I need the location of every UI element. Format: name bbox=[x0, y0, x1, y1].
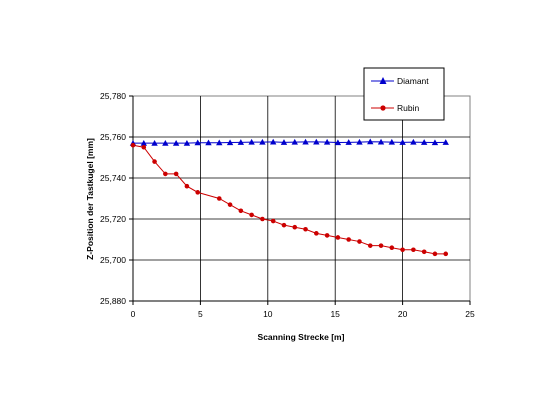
x-tick-label: 15 bbox=[330, 309, 340, 319]
data-point-rubin bbox=[184, 183, 190, 189]
data-point-rubin bbox=[346, 237, 351, 242]
legend-box bbox=[363, 67, 445, 121]
data-point-rubin bbox=[389, 245, 395, 250]
x-axis-title: Scanning Strecke [m] bbox=[258, 332, 345, 342]
data-point-diamant bbox=[431, 139, 439, 146]
data-point-rubin bbox=[152, 159, 157, 164]
data-point-rubin bbox=[367, 243, 373, 248]
data-point-rubin bbox=[443, 251, 449, 257]
y-tick-label: 25,720 bbox=[100, 214, 126, 224]
series-group bbox=[129, 138, 449, 257]
data-point-rubin bbox=[378, 243, 384, 248]
plot-area bbox=[132, 95, 471, 302]
legend-marker-triangle-icon bbox=[379, 77, 387, 84]
data-point-diamant bbox=[280, 139, 288, 145]
data-point-diamant bbox=[399, 139, 406, 145]
data-point-diamant bbox=[302, 138, 309, 145]
y-tick-label: 25,700 bbox=[100, 255, 126, 265]
data-point-rubin bbox=[335, 235, 341, 240]
data-point-diamant bbox=[140, 139, 147, 146]
data-point-rubin bbox=[270, 218, 276, 224]
data-point-rubin bbox=[163, 171, 168, 177]
data-point-diamant bbox=[420, 139, 428, 145]
data-point-rubin bbox=[130, 142, 136, 148]
y-tick-label: 25,780 bbox=[100, 91, 126, 101]
data-point-rubin bbox=[227, 202, 233, 207]
data-point-diamant bbox=[151, 139, 158, 146]
x-tick-label: 20 bbox=[398, 309, 408, 319]
data-point-rubin bbox=[216, 196, 222, 201]
data-point-rubin bbox=[324, 233, 330, 238]
legend-marker-circle-icon bbox=[380, 105, 386, 111]
data-point-diamant bbox=[172, 139, 180, 146]
data-point-rubin bbox=[141, 144, 147, 150]
legend-label-rubin: Rubin bbox=[397, 103, 419, 113]
y-axis-title: Z-Position der Tastkugel [mm] bbox=[85, 138, 95, 260]
y-tick-label: 25,880 bbox=[100, 296, 126, 306]
gridlines bbox=[132, 96, 470, 302]
x-tick-label: 10 bbox=[263, 309, 273, 319]
data-point-diamant bbox=[410, 138, 417, 145]
data-point-diamant bbox=[205, 139, 212, 146]
data-point-rubin bbox=[238, 208, 244, 214]
x-tick-label: 0 bbox=[131, 309, 136, 319]
data-point-rubin bbox=[400, 247, 405, 253]
y-axis: 25,880 25,700 25,720 25,740 25,760 25,780 bbox=[100, 91, 133, 306]
data-point-diamant bbox=[248, 138, 255, 145]
data-point-rubin bbox=[195, 190, 201, 195]
data-point-diamant bbox=[367, 138, 374, 145]
data-point-diamant bbox=[183, 139, 191, 146]
data-point-rubin bbox=[173, 171, 179, 177]
x-tick-label: 25 bbox=[465, 309, 475, 319]
x-tick-label: 5 bbox=[198, 309, 203, 319]
data-point-rubin bbox=[292, 224, 298, 230]
data-point-diamant bbox=[323, 138, 331, 145]
y-tick-label: 25,760 bbox=[100, 132, 126, 142]
data-point-rubin bbox=[357, 239, 362, 244]
data-point-rubin bbox=[249, 212, 254, 218]
data-point-diamant bbox=[226, 139, 234, 146]
data-point-diamant bbox=[259, 138, 266, 145]
data-point-diamant bbox=[291, 138, 298, 145]
data-point-rubin bbox=[421, 249, 427, 255]
data-point-diamant bbox=[216, 139, 223, 146]
data-point-diamant bbox=[194, 139, 201, 146]
data-point-diamant bbox=[162, 139, 169, 146]
data-point-rubin bbox=[281, 222, 287, 228]
data-point-diamant bbox=[442, 139, 449, 145]
data-point-diamant bbox=[237, 139, 245, 145]
data-point-diamant bbox=[313, 138, 320, 145]
x-axis: 0 5 10 15 20 25 bbox=[131, 301, 475, 319]
data-point-rubin bbox=[260, 216, 265, 222]
data-point-rubin bbox=[411, 247, 416, 253]
data-point-rubin bbox=[432, 251, 438, 257]
data-point-diamant bbox=[269, 138, 277, 145]
data-point-rubin bbox=[314, 231, 319, 236]
legend-label-diamant: Diamant bbox=[397, 76, 429, 86]
data-point-rubin bbox=[303, 226, 308, 232]
y-tick-label: 25,740 bbox=[100, 173, 126, 183]
data-point-diamant bbox=[334, 139, 342, 146]
data-point-diamant bbox=[377, 138, 385, 145]
legend: Diamant Rubin bbox=[363, 67, 445, 121]
data-point-diamant bbox=[345, 139, 352, 145]
series-line-diamant bbox=[133, 141, 446, 144]
data-point-diamant bbox=[356, 138, 363, 145]
data-point-diamant bbox=[388, 138, 396, 145]
